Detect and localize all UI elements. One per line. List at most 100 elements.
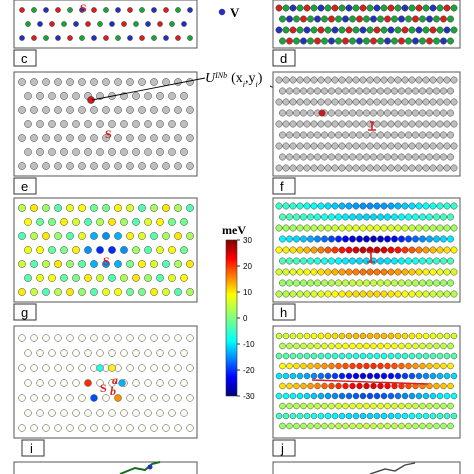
atom bbox=[286, 402, 293, 410]
atom bbox=[335, 15, 342, 23]
atom bbox=[279, 213, 286, 221]
atom bbox=[363, 153, 370, 161]
atom bbox=[324, 224, 332, 232]
atom bbox=[335, 109, 342, 117]
atom bbox=[363, 257, 370, 265]
atom bbox=[335, 37, 342, 45]
atom bbox=[363, 213, 370, 221]
atom bbox=[422, 412, 430, 420]
atom bbox=[19, 7, 25, 13]
atom bbox=[398, 235, 405, 243]
atom bbox=[415, 224, 423, 232]
atom bbox=[72, 379, 80, 387]
atom bbox=[443, 352, 451, 360]
atom bbox=[370, 235, 377, 243]
atom bbox=[18, 260, 26, 268]
atom bbox=[162, 78, 170, 86]
atom bbox=[342, 279, 349, 287]
atom bbox=[85, 21, 91, 27]
atom bbox=[286, 342, 293, 350]
atom bbox=[398, 131, 405, 139]
atom bbox=[429, 352, 437, 360]
atom bbox=[317, 202, 325, 210]
atom bbox=[120, 246, 128, 254]
atom bbox=[19, 35, 25, 41]
atom bbox=[275, 412, 283, 420]
atom bbox=[338, 120, 346, 128]
atom bbox=[440, 235, 447, 243]
atom bbox=[114, 106, 122, 114]
atom bbox=[429, 4, 437, 12]
atom bbox=[429, 392, 437, 400]
atom bbox=[419, 109, 426, 117]
atom bbox=[384, 15, 391, 23]
atom bbox=[349, 109, 356, 117]
atom bbox=[422, 98, 430, 106]
atom bbox=[450, 76, 458, 84]
atom bbox=[90, 78, 98, 86]
atom bbox=[275, 76, 283, 84]
atom bbox=[54, 334, 62, 342]
atom bbox=[282, 120, 290, 128]
panel-d-atoms bbox=[275, 4, 458, 45]
atom bbox=[408, 202, 416, 210]
atom bbox=[338, 412, 346, 420]
atom bbox=[345, 4, 353, 12]
atom bbox=[398, 153, 405, 161]
atom bbox=[335, 279, 342, 287]
atom bbox=[331, 352, 339, 360]
atom bbox=[443, 76, 451, 84]
atom bbox=[150, 260, 158, 268]
atom bbox=[317, 392, 325, 400]
atom bbox=[394, 224, 402, 232]
atom bbox=[150, 78, 158, 86]
atom bbox=[84, 148, 92, 156]
atom bbox=[387, 120, 395, 128]
atom bbox=[24, 120, 32, 128]
atom bbox=[443, 290, 451, 298]
atom bbox=[422, 224, 430, 232]
atom bbox=[366, 332, 374, 340]
atom bbox=[30, 232, 38, 240]
legend-v-dot bbox=[218, 8, 226, 16]
atom bbox=[373, 352, 381, 360]
atom bbox=[391, 279, 398, 287]
atom bbox=[132, 218, 140, 226]
atom bbox=[66, 260, 74, 268]
panel-bottom-left bbox=[13, 461, 198, 474]
bottom-left-dot bbox=[147, 464, 153, 470]
atom bbox=[419, 213, 426, 221]
atom bbox=[345, 412, 353, 420]
atom bbox=[286, 279, 293, 287]
atom bbox=[363, 131, 370, 139]
atom bbox=[352, 164, 360, 172]
atom bbox=[54, 232, 62, 240]
atom bbox=[186, 334, 194, 342]
atom bbox=[342, 37, 349, 45]
colored-atom bbox=[96, 364, 104, 372]
atom bbox=[96, 148, 104, 156]
atom bbox=[18, 78, 26, 86]
atom bbox=[380, 4, 388, 12]
atom bbox=[300, 109, 307, 117]
atom bbox=[370, 153, 377, 161]
atom bbox=[447, 382, 454, 390]
atom bbox=[72, 218, 80, 226]
atom bbox=[394, 290, 402, 298]
atom bbox=[296, 164, 304, 172]
panel-e: S e bbox=[13, 71, 198, 195]
atom bbox=[78, 288, 86, 296]
atom bbox=[114, 288, 122, 296]
atom bbox=[168, 409, 176, 417]
atom bbox=[138, 260, 146, 268]
atom bbox=[132, 409, 140, 417]
atom bbox=[352, 268, 360, 276]
atom bbox=[412, 362, 419, 370]
atom bbox=[352, 202, 360, 210]
atom bbox=[296, 98, 304, 106]
atom bbox=[42, 394, 50, 402]
atom bbox=[349, 37, 356, 45]
atom bbox=[282, 372, 290, 380]
atom bbox=[433, 15, 440, 23]
atom bbox=[359, 120, 367, 128]
